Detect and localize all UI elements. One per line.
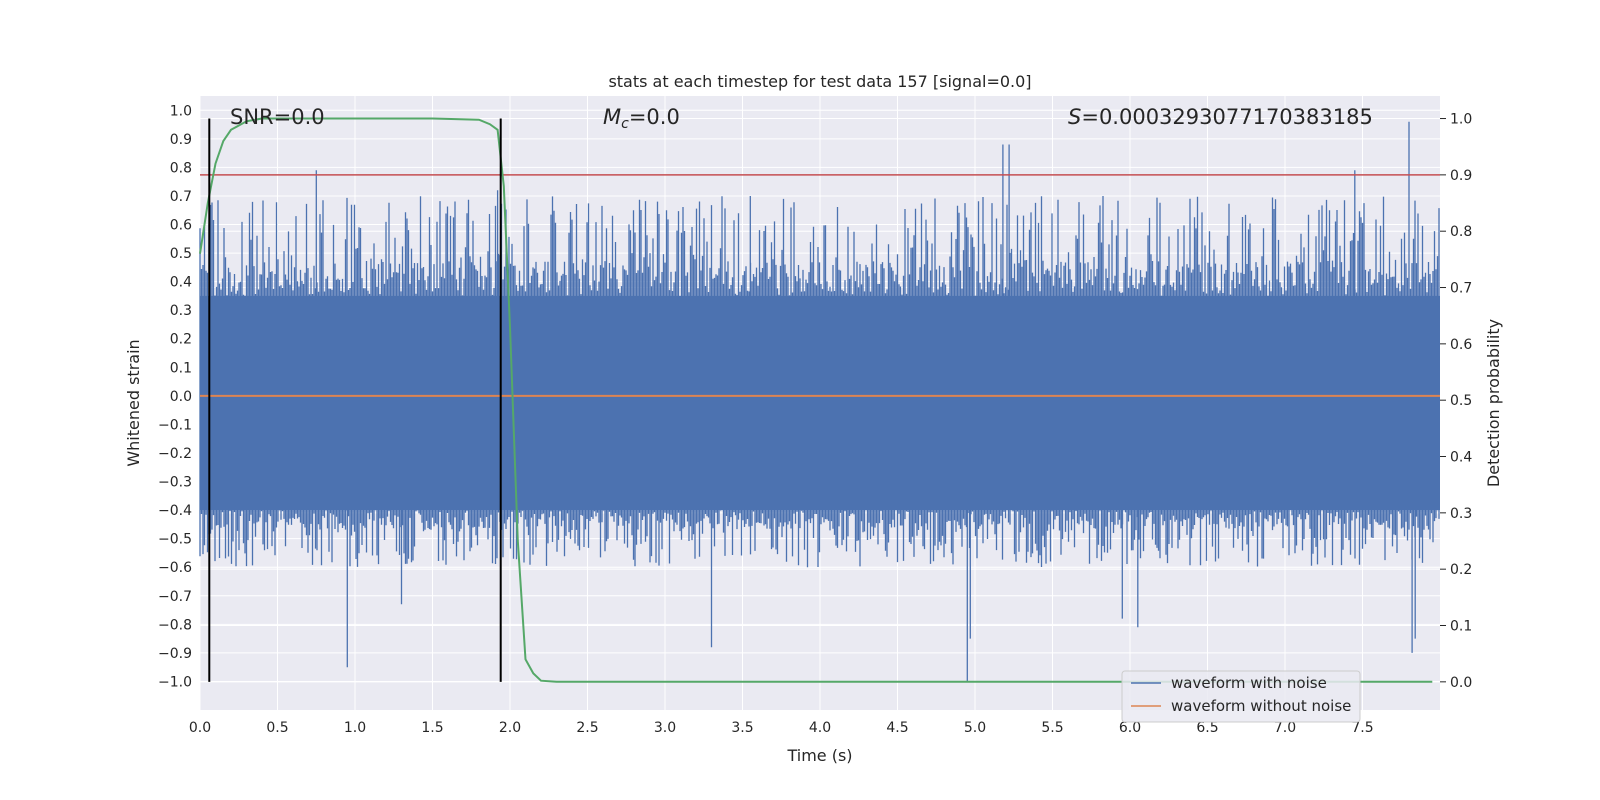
- x-tick-label: 3.5: [731, 720, 753, 736]
- legend: waveform with noise waveform without noi…: [1121, 670, 1361, 723]
- legend-label-noisy: waveform with noise: [1171, 674, 1327, 692]
- x-tick-label: 7.0: [1274, 720, 1296, 736]
- y2-tick-label: 0.5: [1450, 393, 1472, 409]
- legend-box: [1121, 670, 1361, 723]
- y-tick-label: 0.3: [170, 303, 192, 319]
- mc-annotation: Mc=0.0: [603, 105, 680, 132]
- y-tick-label: −1.0: [158, 674, 192, 690]
- x-axis-label: Time (s): [786, 746, 852, 765]
- y2-tick-label: 0.0: [1450, 675, 1472, 691]
- y2-tick-label: 0.6: [1450, 337, 1472, 353]
- y2-axis-label: Detection probability: [1484, 319, 1503, 487]
- y-tick-label: −0.1: [158, 417, 192, 433]
- x-tick-label: 5.0: [964, 720, 986, 736]
- y-tick-label: 0.0: [170, 389, 192, 405]
- s-annotation: S=0.0003293077170383185: [1068, 105, 1373, 129]
- x-tick-label: 1.5: [421, 720, 443, 736]
- y-tick-label: 0.7: [170, 189, 192, 205]
- noisy-waveform-series: [199, 121, 1440, 682]
- chart-title: stats at each timestep for test data 157…: [608, 72, 1031, 91]
- y2-tick-label: 0.8: [1450, 224, 1472, 240]
- y2-tick-label: 0.9: [1450, 168, 1472, 184]
- y-tick-label: −0.6: [158, 560, 192, 576]
- mc-value: =0.0: [629, 105, 680, 129]
- y2-tick-label: 0.4: [1450, 450, 1472, 466]
- y-tick-label: 0.4: [170, 275, 192, 291]
- legend-label-clean: waveform without noise: [1171, 697, 1351, 715]
- y2-tick-label: 0.2: [1450, 562, 1472, 578]
- y-tick-label: −0.8: [158, 617, 192, 633]
- x-tick-label: 3.0: [654, 720, 676, 736]
- y-tick-label: 0.2: [170, 332, 192, 348]
- y2-tick-label: 0.3: [1450, 506, 1472, 522]
- mc-subscript: c: [621, 116, 629, 132]
- x-tick-label: 0.0: [189, 720, 211, 736]
- x-tick-label: 6.0: [1119, 720, 1141, 736]
- x-tick-label: 2.5: [576, 720, 598, 736]
- x-tick-label: 6.5: [1196, 720, 1218, 736]
- x-tick-label: 5.5: [1041, 720, 1063, 736]
- s-symbol: S: [1068, 105, 1081, 129]
- y-tick-label: −0.4: [158, 503, 192, 519]
- x-tick-label: 7.5: [1351, 720, 1373, 736]
- y-tick-label: 0.6: [170, 218, 192, 234]
- s-value: =0.0003293077170383185: [1081, 105, 1373, 129]
- x-tick-label: 2.0: [499, 720, 521, 736]
- y-tick-label: −0.2: [158, 446, 192, 462]
- x-tick-label: 0.5: [266, 720, 288, 736]
- y2-tick-label: 1.0: [1450, 112, 1472, 128]
- x-tick-label: 4.5: [886, 720, 908, 736]
- y-tick-label: −0.5: [158, 532, 192, 548]
- noisy-waveform-core: [200, 295, 1440, 511]
- y-tick-label: 0.9: [170, 132, 192, 148]
- mc-symbol: M: [603, 105, 621, 129]
- snr-annotation: SNR=0.0: [230, 105, 325, 129]
- y-tick-label: −0.9: [158, 646, 192, 662]
- y2-tick-label: 0.1: [1450, 619, 1472, 635]
- x-tick-label: 4.0: [809, 720, 831, 736]
- y2-tick-label: 0.7: [1450, 281, 1472, 297]
- axes: 0.0 0.5 1.0 1.5 2.0 2.5 3.0 3.5 4.0 4.5 5.0 5.5 6.0 6…: [158, 103, 1472, 736]
- overlay-lines: [199, 117, 1440, 683]
- y-tick-label: 0.5: [170, 246, 192, 262]
- y-tick-label: −0.3: [158, 475, 192, 491]
- y-axis-label: Whitened strain: [124, 339, 143, 466]
- y-tick-label: 0.1: [170, 360, 192, 376]
- y-tick-label: 0.8: [170, 160, 192, 176]
- detection-probability-line: [199, 117, 1433, 683]
- y-tick-label: 1.0: [170, 103, 192, 119]
- x-tick-label: 1.0: [344, 720, 366, 736]
- y-tick-label: −0.7: [158, 589, 192, 605]
